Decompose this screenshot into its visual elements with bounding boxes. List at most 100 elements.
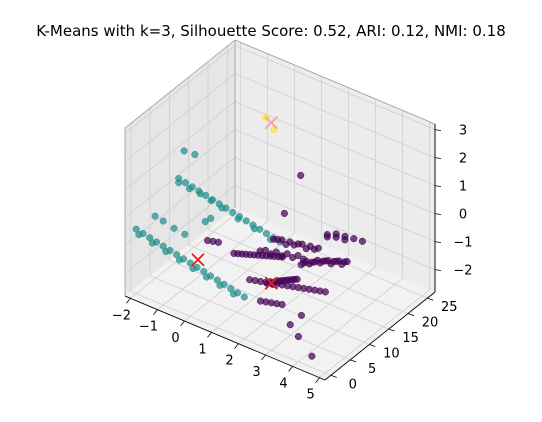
- data-point-cluster-1: [175, 179, 183, 187]
- x-tick-mark: [234, 343, 239, 349]
- grid-line-x-floor: [184, 232, 295, 322]
- data-point-cluster-0: [358, 237, 366, 245]
- grid-line-x-floor: [265, 266, 376, 356]
- y-axis-line: [324, 291, 436, 381]
- data-point-cluster-0: [280, 209, 288, 217]
- data-point-cluster-0: [350, 235, 358, 243]
- data-point-cluster-0: [294, 252, 302, 260]
- y-tick-mark: [369, 344, 376, 347]
- y-tick-label: 15: [402, 331, 419, 346]
- y-tick-label: 0: [349, 377, 357, 392]
- centroid-marker-0: [264, 276, 278, 290]
- y-tick-mark: [427, 297, 434, 301]
- grid-line-z-right: [234, 45, 436, 130]
- y-tick-label: 10: [383, 346, 400, 361]
- x-tick-label: −2: [112, 308, 131, 323]
- data-point-cluster-1: [162, 247, 170, 256]
- grid-line-z-right: [234, 185, 436, 270]
- y-tick-mark: [349, 359, 357, 363]
- data-point-cluster-1: [175, 256, 183, 264]
- x-tick-mark: [207, 332, 212, 338]
- data-point-cluster-0: [278, 253, 287, 261]
- y-tick-mark: [407, 313, 415, 316]
- data-point-cluster-0: [323, 231, 331, 239]
- z-tick-label: 1: [459, 180, 467, 195]
- centroid-stroke: [264, 276, 278, 290]
- x-tick-label: −1: [139, 320, 158, 335]
- data-point-cluster-1: [234, 215, 242, 223]
- y-tick-mark: [330, 374, 337, 378]
- z-tick-mark: [434, 157, 442, 159]
- data-point-cluster-1: [135, 231, 143, 239]
- x-tick-mark: [153, 309, 158, 315]
- data-point-cluster-1: [189, 264, 197, 273]
- centroid-stroke: [264, 116, 278, 130]
- grid-line-x-floor: [157, 221, 268, 310]
- grid-line-z-left: [124, 73, 236, 162]
- data-point-cluster-1: [229, 208, 237, 216]
- data-point-cluster-0: [299, 255, 307, 263]
- data-point-cluster-1: [148, 239, 156, 247]
- grid-line-y-floor: [130, 290, 331, 376]
- data-point-cluster-0: [293, 275, 301, 283]
- centroid-stroke: [191, 253, 205, 267]
- x-tick-label: 3: [252, 365, 260, 380]
- grid-line-y-floor: [207, 229, 409, 314]
- x-axis-line: [124, 295, 326, 381]
- grid-line-z-left: [124, 129, 236, 218]
- axis-edges: [124, 39, 436, 381]
- z-tick-mark: [434, 269, 442, 271]
- data-point-cluster-1: [202, 273, 211, 281]
- grid-line-x-floor: [319, 289, 430, 379]
- data-point-cluster-1: [181, 230, 189, 238]
- data-point-cluster-0: [308, 352, 316, 360]
- data-point-cluster-0: [332, 230, 340, 238]
- data-point-cluster-0: [278, 236, 286, 244]
- data-point-cluster-1: [196, 190, 204, 198]
- data-point-cluster-0: [294, 332, 302, 341]
- x-tick-label: 0: [171, 331, 179, 346]
- z-tick-label: 0: [459, 208, 467, 223]
- x-tick-mark: [261, 354, 266, 361]
- x-tick-mark: [180, 320, 185, 327]
- data-point-cluster-0: [286, 321, 294, 329]
- centroid-marker-2: [264, 116, 278, 130]
- data-point-cluster-1: [250, 224, 258, 233]
- data-point-cluster-0: [341, 236, 349, 244]
- x-tick-label: 4: [279, 376, 287, 391]
- z-tick-mark: [434, 185, 442, 187]
- data-point-cluster-1: [185, 185, 194, 193]
- data-point-cluster-1: [170, 224, 178, 232]
- data-point-cluster-1: [180, 147, 188, 155]
- data-point-cluster-0: [278, 300, 286, 309]
- data-point-cluster-1: [181, 179, 189, 187]
- grid-line-z-right: [234, 129, 436, 214]
- data-point-cluster-1: [240, 293, 248, 301]
- grid-line-x-floor: [238, 255, 349, 344]
- z-tick-label: −2: [453, 264, 472, 279]
- data-point-cluster-0: [321, 288, 329, 296]
- data-point-cluster-1: [262, 230, 271, 238]
- data-point-cluster-1: [201, 218, 209, 226]
- data-point-cluster-1: [159, 217, 167, 225]
- grid-line-x-floor: [292, 278, 403, 367]
- pane-edge: [124, 39, 236, 129]
- x-tick-mark: [288, 366, 293, 372]
- grid-line-z-left: [124, 185, 236, 274]
- data-point-cluster-0: [314, 244, 322, 252]
- data-point-cluster-0: [297, 311, 305, 319]
- z-tick-mark: [434, 213, 442, 215]
- x-tick-label: 1: [198, 342, 206, 357]
- data-point-cluster-0: [298, 240, 306, 248]
- data-points: [132, 114, 366, 360]
- grid-line-z-left: [124, 101, 236, 190]
- data-point-cluster-0: [297, 171, 305, 179]
- data-point-cluster-1: [151, 212, 159, 220]
- x-tick-mark: [126, 298, 131, 304]
- pane-edge: [234, 39, 436, 125]
- data-point-cluster-1: [207, 196, 215, 205]
- y-tick-label: 5: [368, 362, 376, 377]
- x-tick-label: 5: [306, 388, 314, 403]
